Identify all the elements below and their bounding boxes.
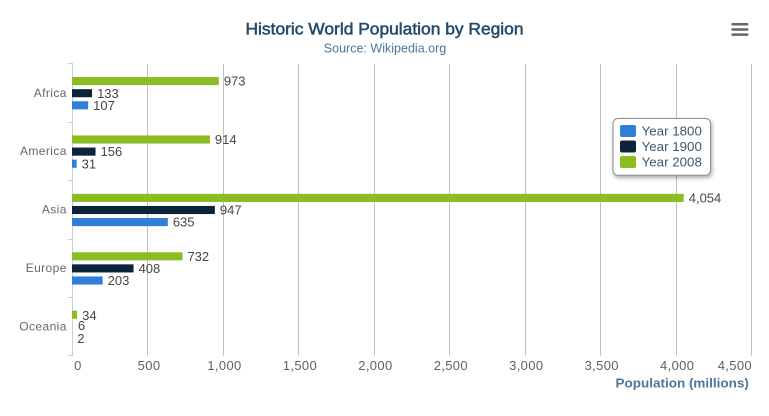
svg-text:133: 133 [97,86,119,101]
svg-text:1,500: 1,500 [283,358,317,373]
svg-text:Year 1900: Year 1900 [642,139,702,154]
svg-text:Europe: Europe [26,261,67,275]
svg-text:6: 6 [78,318,85,333]
svg-text:Year 1800: Year 1800 [642,124,702,139]
svg-text:914: 914 [215,132,237,147]
svg-text:732: 732 [187,249,209,264]
svg-text:107: 107 [93,98,115,113]
svg-text:Asia: Asia [42,203,67,217]
svg-text:408: 408 [139,261,161,276]
svg-text:31: 31 [82,156,96,171]
svg-text:500: 500 [138,358,161,373]
svg-text:4,054: 4,054 [689,191,722,206]
svg-text:2: 2 [77,331,84,346]
svg-text:3,500: 3,500 [585,358,619,373]
svg-text:Africa: Africa [34,86,67,100]
svg-text:1,000: 1,000 [207,358,241,373]
svg-text:Source: Wikipedia.org: Source: Wikipedia.org [324,41,447,56]
svg-text:3,000: 3,000 [509,358,543,373]
svg-text:America: America [20,144,67,158]
svg-text:2,000: 2,000 [358,358,392,373]
svg-text:Population (millions): Population (millions) [616,375,749,390]
svg-text:203: 203 [108,273,130,288]
svg-text:4,500: 4,500 [718,358,752,373]
svg-text:947: 947 [220,203,242,218]
svg-text:Oceania: Oceania [19,319,67,333]
svg-text:4,000: 4,000 [660,358,694,373]
svg-text:Year 2008: Year 2008 [642,155,702,170]
svg-text:973: 973 [224,74,246,89]
svg-text:156: 156 [101,144,123,159]
svg-text:635: 635 [173,215,195,230]
svg-text:0: 0 [74,358,82,373]
svg-text:Historic World Population by R: Historic World Population by Region [246,20,524,39]
svg-text:2,500: 2,500 [434,358,468,373]
svg-text:34: 34 [82,308,96,323]
